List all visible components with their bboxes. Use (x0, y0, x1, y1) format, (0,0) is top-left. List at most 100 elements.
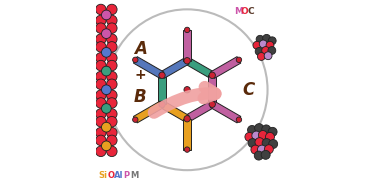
Polygon shape (160, 101, 189, 122)
Circle shape (253, 41, 261, 49)
Circle shape (236, 117, 242, 122)
Circle shape (96, 23, 106, 33)
Circle shape (107, 60, 117, 71)
Circle shape (255, 47, 263, 55)
Circle shape (107, 4, 117, 15)
Text: O: O (241, 7, 248, 16)
Text: C: C (248, 7, 254, 16)
Circle shape (159, 72, 165, 79)
Text: A: A (134, 40, 147, 58)
Circle shape (101, 85, 111, 95)
Text: P: P (124, 171, 130, 180)
Circle shape (107, 53, 117, 63)
Circle shape (184, 58, 190, 64)
Polygon shape (183, 119, 191, 150)
Circle shape (96, 90, 106, 100)
Circle shape (251, 145, 260, 154)
Circle shape (255, 124, 263, 133)
Circle shape (101, 47, 111, 57)
Circle shape (96, 4, 106, 15)
Circle shape (96, 117, 106, 127)
Circle shape (266, 41, 274, 49)
Text: O: O (107, 171, 114, 180)
Circle shape (101, 104, 111, 113)
FancyArrowPatch shape (154, 87, 215, 113)
Circle shape (107, 42, 117, 52)
Circle shape (268, 47, 276, 54)
Circle shape (96, 71, 106, 82)
Circle shape (101, 122, 111, 132)
Circle shape (184, 27, 190, 33)
Polygon shape (185, 101, 214, 122)
Circle shape (254, 151, 263, 160)
Circle shape (259, 40, 267, 48)
Circle shape (259, 131, 267, 140)
Polygon shape (211, 101, 241, 123)
Circle shape (96, 135, 106, 146)
Circle shape (262, 47, 270, 54)
Circle shape (101, 141, 111, 151)
Circle shape (261, 150, 270, 159)
Circle shape (96, 15, 106, 26)
Circle shape (107, 79, 117, 90)
Polygon shape (211, 57, 241, 79)
Circle shape (96, 53, 106, 63)
Circle shape (101, 29, 111, 39)
Polygon shape (133, 57, 164, 79)
Circle shape (107, 34, 117, 44)
Circle shape (257, 53, 265, 60)
Circle shape (101, 10, 111, 20)
Circle shape (96, 42, 106, 52)
Circle shape (107, 135, 117, 146)
Polygon shape (209, 75, 216, 104)
Circle shape (269, 140, 277, 148)
Polygon shape (158, 75, 166, 104)
Circle shape (107, 127, 117, 138)
Circle shape (96, 60, 106, 71)
Circle shape (263, 34, 271, 42)
Circle shape (107, 71, 117, 82)
Circle shape (248, 139, 257, 148)
Circle shape (107, 9, 268, 170)
Circle shape (133, 57, 138, 62)
Circle shape (268, 127, 277, 136)
Circle shape (264, 145, 273, 154)
Text: B: B (134, 88, 147, 106)
Text: M: M (234, 7, 243, 16)
Polygon shape (185, 58, 214, 79)
Circle shape (101, 66, 111, 76)
Circle shape (107, 109, 117, 119)
Circle shape (255, 138, 264, 147)
Circle shape (264, 52, 272, 60)
Text: Si: Si (99, 171, 107, 180)
Circle shape (184, 147, 190, 152)
Polygon shape (133, 101, 164, 123)
Circle shape (257, 145, 266, 154)
Circle shape (209, 72, 215, 79)
Circle shape (133, 117, 138, 122)
Circle shape (268, 37, 276, 45)
Circle shape (107, 15, 117, 26)
Polygon shape (160, 58, 189, 79)
Circle shape (265, 132, 274, 141)
Circle shape (184, 116, 190, 122)
Circle shape (107, 23, 117, 33)
Circle shape (256, 35, 264, 43)
Circle shape (96, 146, 106, 157)
Circle shape (96, 109, 106, 119)
Circle shape (209, 101, 215, 107)
Circle shape (107, 90, 117, 100)
Circle shape (107, 117, 117, 127)
Text: +: + (135, 68, 146, 82)
Circle shape (262, 125, 271, 134)
Circle shape (262, 139, 271, 148)
Circle shape (96, 79, 106, 90)
Circle shape (184, 87, 190, 93)
Text: M: M (130, 171, 138, 180)
Circle shape (236, 57, 242, 62)
Circle shape (248, 125, 257, 134)
Circle shape (245, 132, 254, 141)
Text: Al: Al (114, 171, 124, 180)
Circle shape (96, 127, 106, 138)
Circle shape (107, 146, 117, 157)
